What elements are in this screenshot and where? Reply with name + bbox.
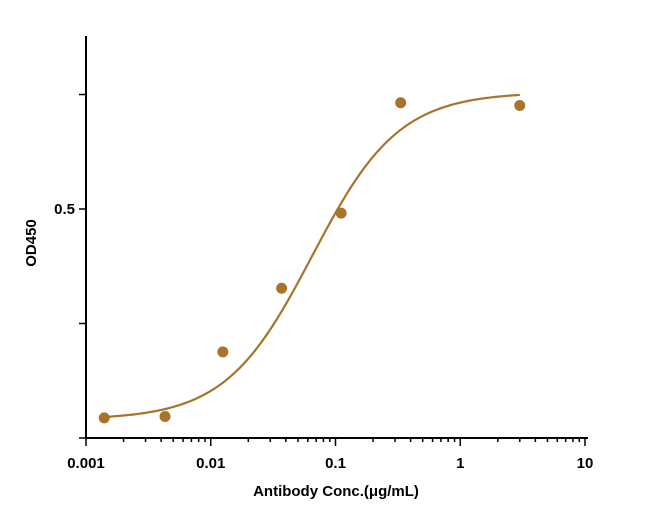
data-point [159,410,171,422]
data-points [98,97,526,424]
x-tick-label: 10 [577,455,594,472]
x-tick-label: 0.1 [325,455,346,472]
x-tick-label: 0.01 [196,455,225,472]
data-point [514,99,526,111]
y-axis-title: OD450 [23,219,40,267]
x-tick-label: 0.001 [67,455,105,472]
y-axis-ticks: 0.5 [54,93,86,439]
axes [85,36,588,439]
data-point [98,412,110,424]
x-axis-title: Antibody Conc.(μg/mL) [253,483,419,500]
fit-curve [104,93,520,419]
data-point [217,346,229,358]
x-tick-label: 1 [456,455,464,472]
data-point [335,207,347,219]
y-tick-label: 0.5 [54,201,75,218]
x-axis-ticks: 0.001 0.01 0.1 1 10 [67,438,593,472]
data-point [395,97,407,109]
data-point [276,282,288,294]
